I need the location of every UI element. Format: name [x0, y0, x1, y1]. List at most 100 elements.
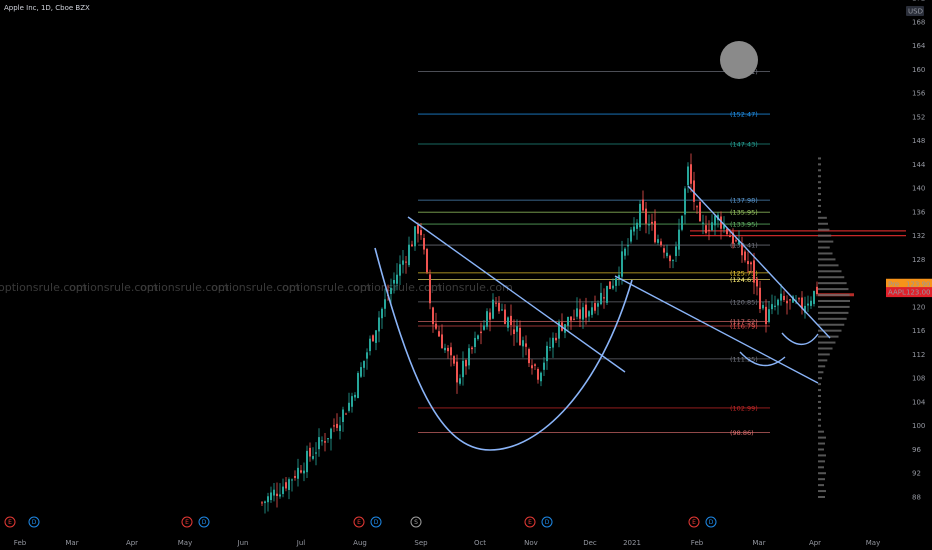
candle-body [405, 261, 407, 263]
profile-bar [818, 442, 825, 445]
price-tick-label: 96 [912, 446, 921, 454]
candle-body [654, 221, 656, 243]
event-letter: E [185, 519, 189, 526]
fib-label: (117.52) [730, 318, 758, 326]
candle-body [591, 307, 593, 315]
event-letter: D [32, 519, 37, 526]
candle-body [642, 199, 644, 211]
currency-badge-bg [906, 6, 924, 16]
profile-bar [818, 323, 845, 326]
candle-body [813, 290, 815, 304]
candle-body [687, 166, 689, 186]
price-badge-label: AAPL [888, 289, 906, 297]
candle-body [579, 309, 581, 319]
candle-body [684, 188, 686, 215]
profile-bar [818, 157, 821, 160]
candle-body [600, 292, 602, 305]
profile-bar [818, 412, 821, 415]
fib-label: (152.47) [730, 111, 758, 119]
currency-badge: USD [908, 8, 923, 16]
watermark-text: optionsrule.com [211, 281, 300, 294]
candle-body [264, 501, 266, 504]
candle-body [441, 334, 443, 349]
profile-bar [818, 199, 821, 201]
profile-bar [818, 359, 828, 362]
fib-label: (98.86) [730, 429, 754, 437]
price-tick-label: 120 [912, 303, 925, 311]
candle-body [801, 297, 803, 309]
profile-bar [818, 353, 830, 356]
candle-body [732, 232, 734, 244]
time-tick-label: Feb [14, 539, 27, 547]
time-axis: Feb Mar Apr May Jun Jul Aug Sep Oct Nov Dec 2021 Feb… [14, 539, 880, 547]
price-badge-value: 123.90 [906, 280, 931, 288]
watermark-text: optionsrule.com [0, 281, 87, 294]
candle-body [453, 356, 455, 364]
event-letter: D [202, 519, 207, 526]
candle-body [465, 360, 467, 367]
candle-body [444, 347, 446, 351]
candle-body [336, 423, 338, 428]
price-tick-label: 164 [912, 42, 926, 50]
candle-body [402, 260, 404, 265]
profile-bar [818, 406, 821, 409]
profile-bar [818, 377, 822, 380]
chart-title: Apple Inc, 1D, Cboe BZX [4, 4, 90, 12]
profile-bar [818, 418, 821, 421]
price-tick-label: 152 [912, 113, 925, 121]
profile-bar [818, 305, 850, 308]
candle-body [483, 325, 485, 330]
candle-body [507, 317, 509, 328]
candle-body [807, 303, 809, 306]
profile-bar [818, 365, 826, 368]
cup-arc [374, 247, 633, 451]
profile-bar [818, 246, 830, 249]
candle-body [585, 304, 587, 318]
price-tick-label: 144 [912, 161, 926, 169]
price-tick-label: 156 [912, 90, 926, 98]
candle-body [384, 299, 386, 309]
candle-body [648, 224, 650, 226]
candle-body [432, 307, 434, 325]
candle-body [315, 452, 317, 454]
candle-body [408, 244, 410, 266]
candle-body [462, 360, 464, 378]
profile-bar [818, 222, 828, 225]
profile-bar [818, 210, 821, 213]
candle-body [300, 470, 302, 473]
candle-body [555, 337, 557, 341]
candle-body [321, 440, 323, 442]
candle-body [657, 239, 659, 243]
profile-bar [818, 317, 847, 320]
profile-bar [818, 282, 847, 285]
candle-body [606, 285, 608, 303]
profile-bar [818, 484, 824, 487]
event-marker [541, 516, 553, 528]
profile-bar [818, 276, 845, 279]
price-tick-label: 132 [912, 232, 925, 240]
event-letter: E [8, 519, 12, 526]
watermark-text: optionsrule.com [140, 281, 229, 294]
profile-bar [818, 341, 836, 344]
price-badge-value: 123.00 [906, 289, 931, 297]
candle-body [792, 296, 794, 303]
resistance-lines [690, 230, 906, 297]
candles [261, 153, 818, 514]
event-letter: E [357, 519, 361, 526]
event-marker [181, 516, 193, 528]
event-letter: E [528, 519, 532, 526]
candle-body [789, 299, 791, 301]
candle-body [534, 364, 536, 366]
watermark-text: optionsrule.com [282, 281, 371, 294]
time-tick-label: Mar [65, 539, 78, 547]
candle-body [279, 494, 281, 497]
price-tick-label: 168 [912, 18, 925, 26]
candle-body [594, 303, 596, 311]
candle-body [690, 164, 692, 184]
candle-body [381, 308, 383, 319]
profile-bar [818, 347, 833, 350]
candle-body [729, 236, 731, 238]
profile-bar [818, 496, 825, 498]
profile-bar [818, 288, 849, 291]
